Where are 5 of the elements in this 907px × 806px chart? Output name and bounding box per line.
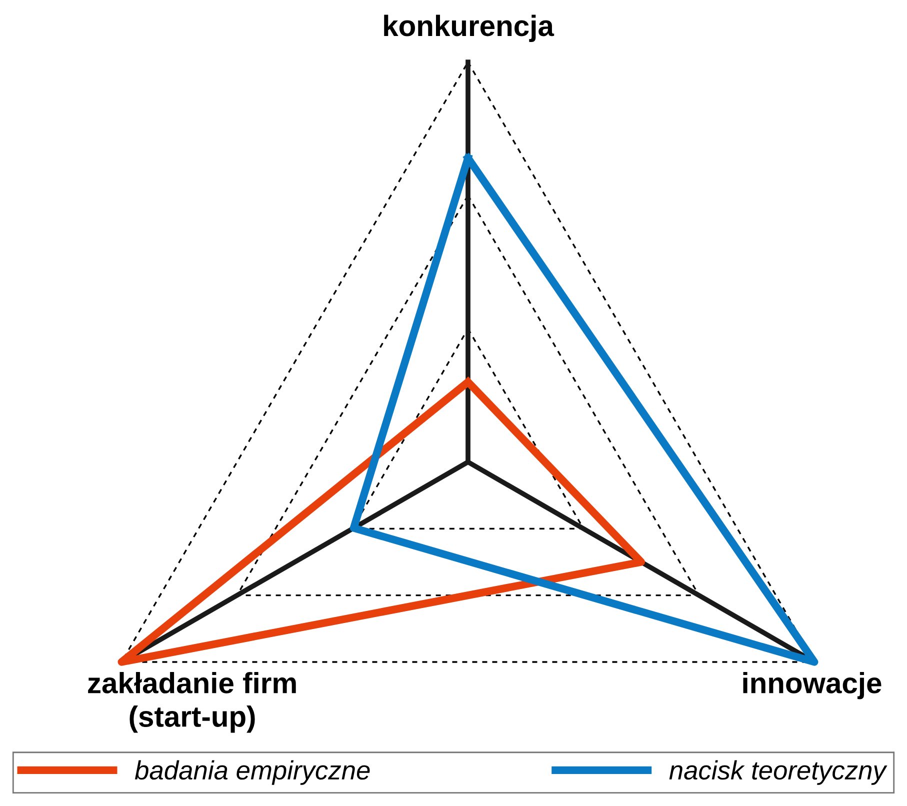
spoke-label: konkurencja (384, 14, 554, 42)
spoke-label: zakładanie firm (start-up) (88, 672, 296, 733)
spoke-label: innowacje (743, 672, 882, 700)
legend-label: nacisk teoretyczny (669, 760, 888, 785)
legend-label: badania empiryczne (134, 760, 370, 785)
